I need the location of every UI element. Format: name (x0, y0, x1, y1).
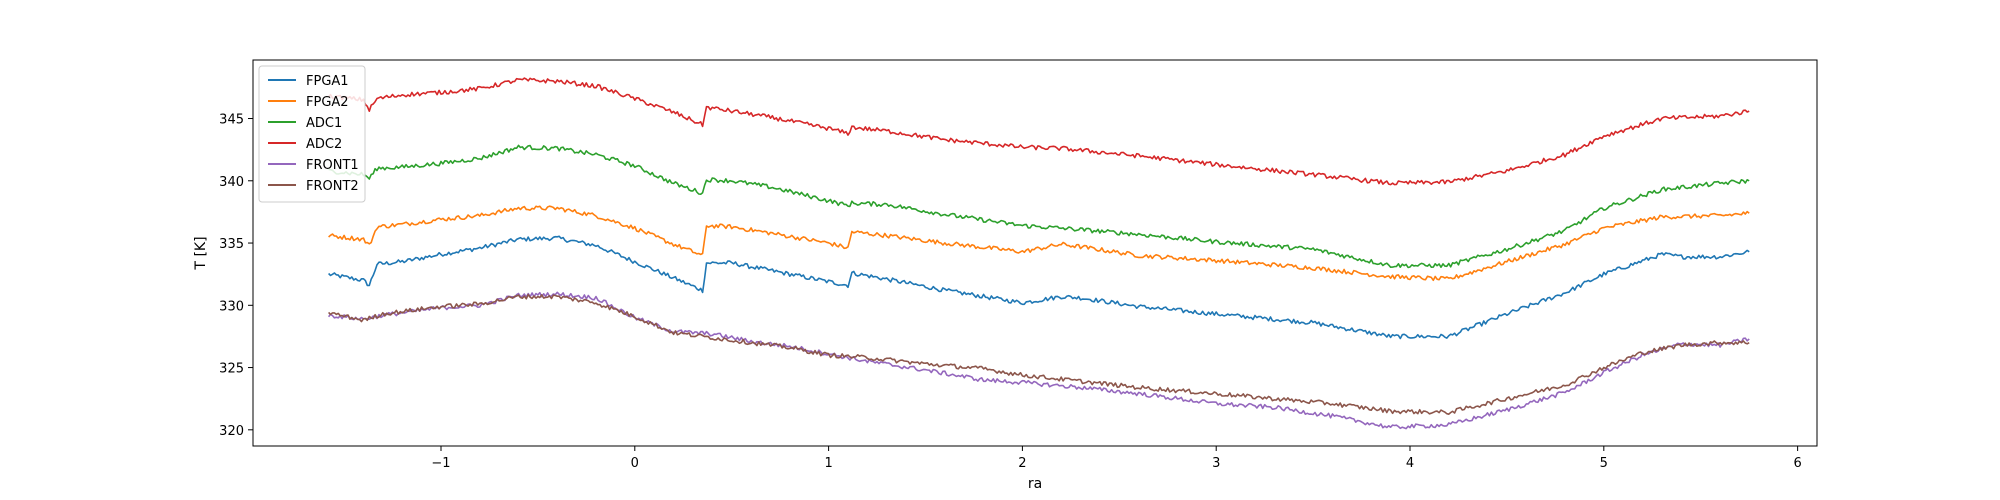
x-tick-label: −1 (431, 456, 450, 471)
legend-label-front2: FRONT2 (306, 179, 359, 194)
y-tick-label: 320 (219, 424, 244, 439)
y-tick-label: 345 (219, 113, 244, 128)
x-tick-label: 0 (631, 456, 639, 471)
series-line-adc1 (328, 144, 1750, 269)
legend: FPGA1 FPGA2 ADC1 ADC2 FRONT1 FRONT2 (258, 65, 366, 203)
x-tick-label: 2 (1018, 456, 1026, 471)
y-tick-label: 340 (219, 175, 244, 190)
x-tick-label: 4 (1406, 456, 1414, 471)
x-tick-label: 3 (1212, 456, 1220, 471)
series-line-adc2 (328, 77, 1750, 186)
series-line-fpga1 (328, 235, 1750, 340)
y-axis-label: T [K] (193, 236, 209, 270)
series-line-front1 (327, 291, 1750, 430)
y-axis: 320 325 330 335 340 345 (219, 113, 253, 439)
series-line-fpga2 (328, 205, 1750, 282)
plot-frame (252, 59, 1818, 447)
x-tick-label: 6 (1793, 456, 1801, 471)
plot-area (252, 59, 1818, 447)
legend-label-fpga2: FPGA2 (306, 95, 349, 110)
x-axis: −1 0 1 2 3 4 5 6 (431, 446, 1802, 471)
legend-label-adc1: ADC1 (306, 116, 342, 131)
y-tick-label: 325 (219, 362, 244, 377)
x-axis-label: ra (1028, 476, 1042, 492)
legend-label-adc2: ADC2 (306, 137, 342, 152)
y-tick-label: 330 (219, 299, 244, 314)
y-tick-label: 335 (219, 237, 244, 252)
legend-label-front1: FRONT1 (306, 158, 359, 173)
legend-label-fpga1: FPGA1 (306, 74, 349, 89)
x-tick-label: 1 (824, 456, 832, 471)
series-line-front2 (328, 293, 1750, 416)
x-tick-label: 5 (1600, 456, 1608, 471)
